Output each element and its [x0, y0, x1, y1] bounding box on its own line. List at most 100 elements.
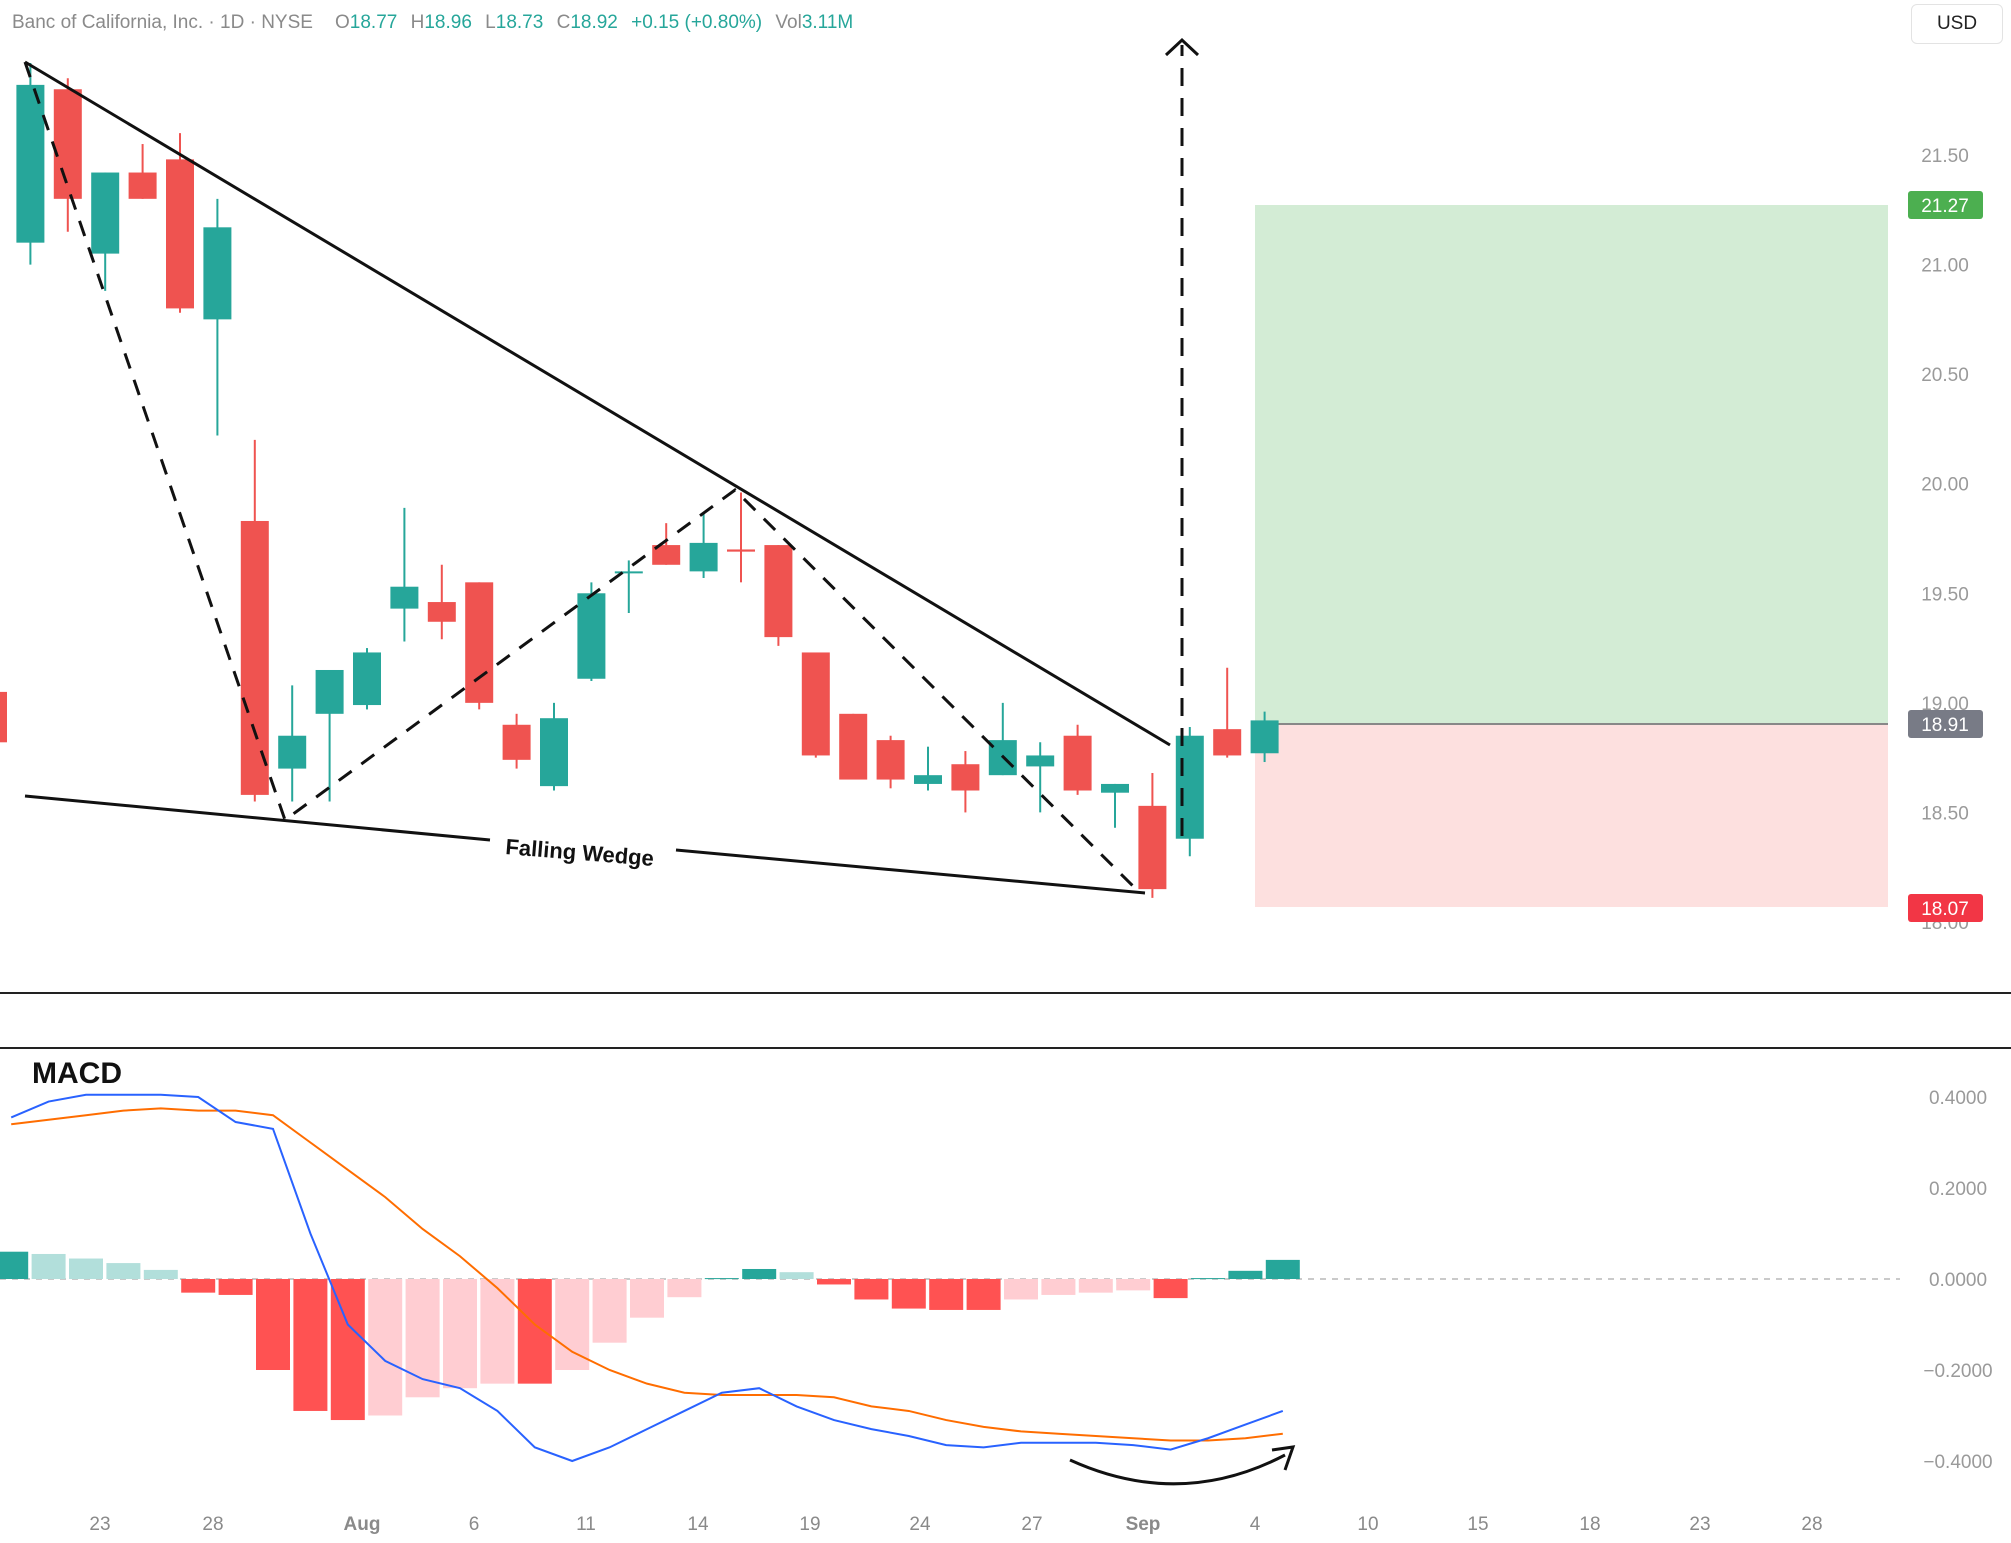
macd-line [10, 1093, 1284, 1463]
candle-body [1063, 735, 1092, 791]
macd-histogram-bar [443, 1279, 477, 1389]
candle-body [1101, 783, 1129, 793]
price-tick-label: 20.00 [1921, 475, 1969, 496]
macd-histogram-bar [1228, 1270, 1263, 1279]
macd-histogram-bar [966, 1279, 1001, 1310]
ohlc-readout: O18.77 H18.96 L18.73 C18.92 +0.15 (+0.80… [335, 12, 853, 33]
candle-body [764, 545, 793, 638]
candle-body [727, 549, 755, 552]
date-tick-label: 23 [1689, 1514, 1710, 1535]
date-tick-label: 28 [202, 1514, 223, 1535]
target-price-badge [1908, 191, 1983, 219]
date-tick-label: 14 [687, 1514, 709, 1535]
currency-button[interactable]: USD [1911, 4, 2003, 44]
candle-body [502, 724, 531, 760]
candle-body [315, 669, 344, 714]
macd-title: MACD [32, 1057, 122, 1090]
date-tick-label: 6 [469, 1514, 480, 1535]
macd-histogram-bar [592, 1279, 627, 1343]
wedge-upper-line [24, 60, 1171, 747]
macd-signal-line [11, 1107, 1283, 1442]
candle-body [91, 172, 120, 254]
candle-body [53, 89, 82, 199]
price-tick-label: 19.00 [1921, 694, 1969, 715]
candle-body [0, 691, 7, 743]
candle-body [1175, 735, 1204, 839]
candle-body [203, 227, 232, 320]
macd-tick-label: 0.2000 [1929, 1179, 1987, 1200]
macd-histogram-bar [106, 1263, 141, 1279]
candle-body [427, 602, 456, 622]
macd-histogram-bar [330, 1279, 365, 1421]
breakout-arrow-head [1164, 37, 1200, 57]
candle-body [240, 520, 269, 795]
date-tick-label: 19 [799, 1514, 820, 1535]
date-tick-label: 11 [576, 1514, 596, 1535]
date-tick-label: 18 [1579, 1514, 1600, 1535]
header-symbol: Banc of California, Inc. · 1D · NYSE [12, 12, 313, 33]
candle-body [1213, 729, 1242, 756]
target-price-text: 21.27 [1921, 196, 1969, 217]
date-tick-label: Aug [344, 1514, 381, 1535]
macd-histogram-bar [630, 1279, 664, 1318]
macd-histogram-bar [181, 1279, 216, 1293]
macd-histogram-bar [69, 1258, 103, 1279]
price-tick-label: 21.00 [1921, 256, 1969, 277]
candle-body [839, 713, 868, 780]
macd-cross-arrow [1069, 1453, 1286, 1486]
macd-histogram-bar [517, 1279, 552, 1384]
macd-histogram-bar [555, 1279, 590, 1370]
date-tick-label: 23 [89, 1514, 110, 1535]
macd-histogram-bar [143, 1269, 178, 1279]
target-zone [1255, 205, 1888, 724]
macd-histogram-bar [891, 1279, 926, 1309]
wedge-lower-line-right [675, 848, 1146, 895]
macd-histogram-bar [1153, 1279, 1188, 1299]
macd-histogram-bar [929, 1279, 964, 1310]
price-tick-label: 19.50 [1921, 584, 1969, 605]
candle-body [876, 740, 905, 780]
macd-tick-label: −0.4000 [1923, 1452, 1992, 1473]
macd-histogram-bar [704, 1278, 739, 1280]
candle-body [278, 735, 307, 769]
macd-tick-label: 0.4000 [1929, 1088, 1987, 1109]
macd-histogram-bar [779, 1272, 814, 1279]
stop-price-badge [1908, 894, 1983, 922]
macd-histogram-bar [742, 1268, 777, 1279]
candle-body [128, 172, 157, 199]
macd-cross-arrowhead [1271, 1445, 1296, 1471]
macd-histogram-bar [256, 1279, 290, 1370]
candle-body [914, 775, 942, 784]
falling-wedge-label: Falling Wedge [505, 834, 655, 871]
macd-histogram-bar [1041, 1279, 1076, 1295]
date-tick-label: 15 [1467, 1514, 1488, 1535]
wave-dashed-path [23, 61, 1142, 895]
date-tick-label: 24 [909, 1514, 931, 1535]
candle-body [166, 159, 194, 309]
date-tick-label: 4 [1250, 1514, 1261, 1535]
candle-body [577, 593, 606, 679]
macd-histogram-bar [1265, 1259, 1300, 1279]
date-tick-label: Sep [1126, 1514, 1161, 1535]
macd-histogram-bar [1078, 1279, 1113, 1293]
candle-body [1026, 755, 1055, 767]
macd-tick-label: 0.0000 [1929, 1270, 1987, 1291]
price-tick-label: 20.50 [1921, 365, 1969, 386]
candle-body [614, 571, 643, 574]
price-tick-label: 21.50 [1921, 146, 1969, 167]
price-tick-label: 18.50 [1921, 803, 1969, 824]
wedge-lower-line-left [24, 794, 491, 842]
candle-body [353, 652, 381, 706]
current-price-text: 18.91 [1921, 715, 1969, 736]
macd-histogram-bar [0, 1251, 29, 1279]
candle-body [951, 764, 980, 791]
stop-zone [1255, 724, 1888, 907]
candle-body [540, 718, 568, 787]
macd-histogram-bar [218, 1279, 253, 1295]
macd-histogram-bar [480, 1279, 515, 1384]
macd-histogram-bar [293, 1279, 328, 1411]
candle-body [465, 582, 494, 703]
macd-histogram-bar [1004, 1279, 1038, 1300]
macd-histogram-bar [405, 1279, 440, 1398]
